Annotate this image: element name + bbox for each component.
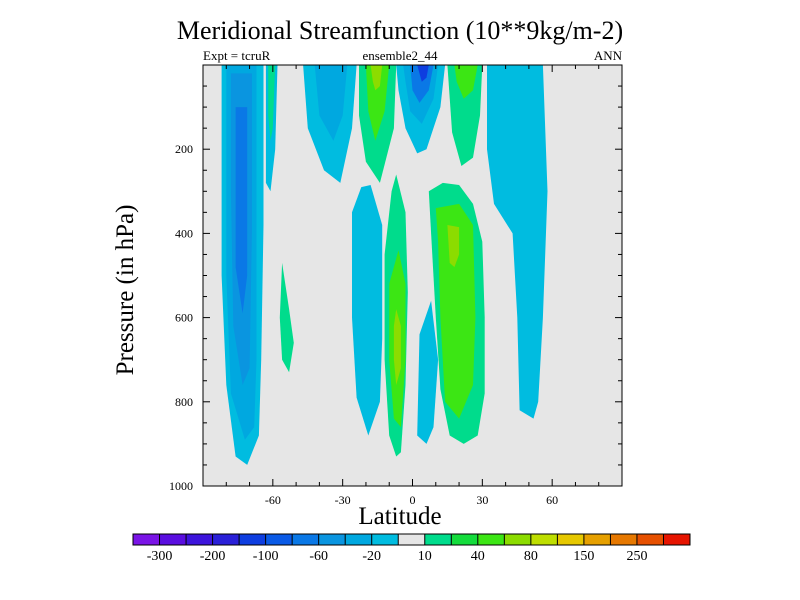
contour-regions — [221, 65, 548, 465]
ensemble-label: ensemble2_44 — [362, 48, 438, 63]
colorbar-swatch — [345, 534, 373, 545]
colorbar-label: 80 — [524, 549, 538, 564]
colorbar-label: 150 — [573, 549, 594, 564]
colorbar: -300 -200 -100 -60 -20 10 40 80 150 250 — [132, 533, 691, 564]
colorbar-label: -300 — [147, 549, 173, 564]
colorbar-swatch — [318, 534, 346, 545]
colorbar-frame — [132, 533, 691, 546]
colorbar-label: 40 — [471, 549, 485, 564]
colorbar-label: -100 — [253, 549, 279, 564]
x-tick-label: 60 — [546, 493, 558, 507]
contour-region-24 — [435, 203, 476, 419]
y-tick-label: 800 — [175, 395, 193, 409]
contour-region-22 — [393, 309, 401, 385]
contour-region-6 — [279, 262, 294, 373]
contour-region-3 — [235, 107, 248, 314]
colorbar-swatch — [451, 534, 479, 545]
y-tick-label: 1000 — [169, 479, 193, 493]
contour-region-5 — [268, 65, 276, 141]
contour-region-15 — [417, 65, 429, 82]
colorbar-label: 250 — [626, 549, 647, 564]
colorbar-swatch — [424, 534, 452, 545]
contour-region-17 — [454, 65, 478, 99]
colorbar-swatch — [530, 534, 558, 545]
contour-region-18 — [487, 65, 548, 419]
x-tick-label: 30 — [476, 493, 488, 507]
colorbar-swatch — [477, 534, 505, 545]
contour-region-10 — [365, 65, 390, 141]
contour-region-14 — [410, 65, 434, 103]
contour-region-16 — [447, 65, 483, 166]
colorbar-swatch — [610, 534, 638, 545]
x-axis-label: Latitude — [358, 503, 442, 530]
chart-title: Meridional Streamfunction (10**9kg/m-2) — [176, 16, 624, 45]
colorbar-swatch — [212, 534, 240, 545]
experiment-label: Expt = tcruR — [203, 48, 271, 63]
colorbar-swatch — [239, 534, 266, 545]
colorbar-swatch — [371, 534, 399, 545]
colorbar-swatch — [557, 534, 585, 545]
contour-region-25 — [447, 225, 460, 268]
axis-ticks: -60 -30 0 30 60 200 400 600 800 1000 — [169, 65, 622, 507]
colorbar-swatch — [133, 534, 160, 545]
colorbar-swatch — [636, 534, 664, 545]
x-tick-label: 0 — [410, 493, 416, 507]
x-tick-label: -60 — [265, 493, 281, 507]
contour-region-11 — [370, 65, 383, 91]
contour-region-8 — [314, 65, 348, 141]
contour-region-26 — [417, 300, 439, 444]
contour-region-19 — [352, 185, 383, 436]
colorbar-swatch — [583, 534, 611, 545]
colorbar-swatch — [663, 534, 691, 545]
x-tick-label: -30 — [335, 493, 351, 507]
colorbar-label: -200 — [200, 549, 226, 564]
colorbar-label: 10 — [418, 549, 432, 564]
y-tick-label: 200 — [175, 142, 193, 156]
season-label: ANN — [593, 48, 622, 63]
colorbar-swatch — [186, 534, 213, 545]
colorbar-swatch — [504, 534, 532, 545]
colorbar-swatch — [292, 534, 319, 545]
y-tick-label: 600 — [175, 311, 193, 325]
colorbar-label: -20 — [362, 549, 381, 564]
colorbar-swatch — [159, 534, 187, 545]
colorbar-swatch — [398, 534, 426, 545]
colorbar-label: -60 — [309, 549, 328, 564]
y-tick-label: 400 — [175, 226, 193, 240]
colorbar-swatch — [265, 534, 293, 545]
